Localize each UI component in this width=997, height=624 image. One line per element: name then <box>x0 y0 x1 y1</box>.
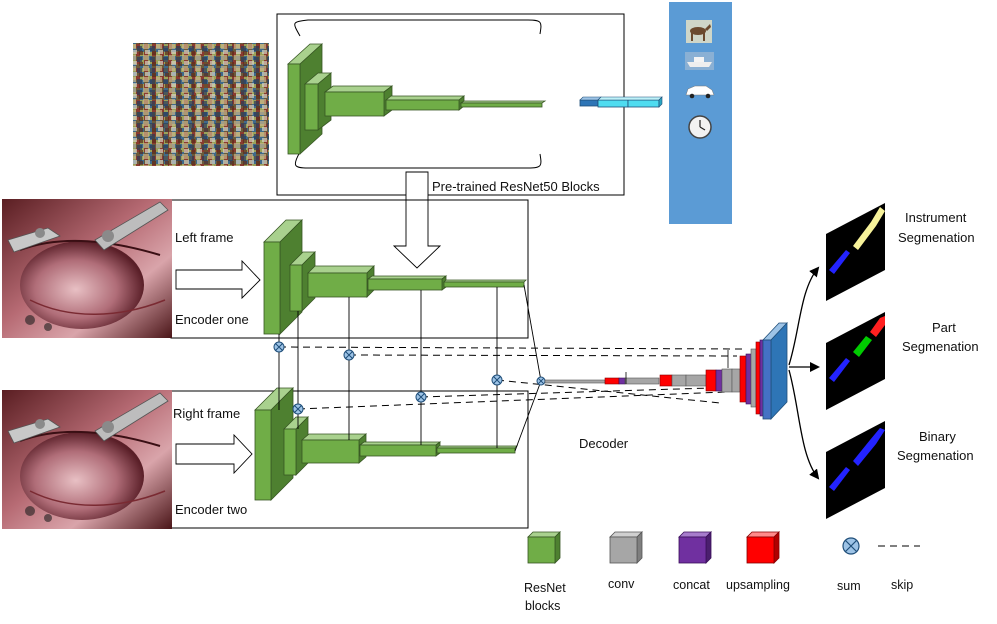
sum-node <box>343 349 355 361</box>
instrument-segmentation-mask <box>826 203 885 301</box>
sum-node <box>415 391 427 403</box>
image-mosaic-icon <box>133 43 269 166</box>
sum-node <box>292 403 304 415</box>
right-frame-label: Right frame <box>173 406 240 421</box>
encoder-two-panel: Right frame Encoder two <box>2 387 529 529</box>
binary-label-line2: Segmenation <box>897 448 974 463</box>
part-label-line2: Segmenation <box>902 339 979 354</box>
legend-concat: concat <box>673 531 712 592</box>
encoder-connections <box>278 284 542 452</box>
decoder-label: Decoder <box>579 436 629 451</box>
pretrained-panel: Pre-trained ResNet50 Blocks <box>276 13 663 196</box>
part-segmentation-mask <box>826 312 885 410</box>
legend-resnet-label-line1: ResNet <box>524 581 566 595</box>
legend-upsampling: upsampling <box>726 531 790 592</box>
sum-nodes <box>273 341 546 415</box>
right-input-arrow <box>175 433 253 475</box>
legend-sum: sum <box>837 537 861 593</box>
legend-upsampling-label: upsampling <box>726 578 790 592</box>
legend-resnet-label-line2: blocks <box>525 599 560 613</box>
clock-icon <box>688 115 712 139</box>
legend-resnet: ResNet blocks <box>524 531 566 613</box>
sum-node <box>491 374 503 386</box>
instrument-label-line1: Instrument <box>905 210 967 225</box>
encoder-two-resnet-blocks <box>254 387 518 501</box>
legend-concat-label: concat <box>673 578 710 592</box>
legend: ResNet blocks conv concat upsampling sum <box>524 531 920 613</box>
encoder-one-panel: Left frame Encoder one <box>2 199 529 339</box>
pretrained-resnet-blocks <box>286 43 663 155</box>
part-label-line1: Part <box>932 320 956 335</box>
encoder-one-label: Encoder one <box>175 312 249 327</box>
left-frame-image <box>2 199 172 338</box>
classes-panel <box>669 2 732 224</box>
legend-conv: conv <box>608 531 643 591</box>
skip-connections <box>278 346 743 410</box>
output-arrows <box>788 266 820 480</box>
instrument-label-line2: Segmenation <box>898 230 975 245</box>
right-frame-image <box>2 390 172 529</box>
sum-node <box>273 341 285 353</box>
encoder-one-resnet-blocks <box>263 219 527 335</box>
sum-node <box>536 376 546 386</box>
left-frame-label: Left frame <box>175 230 234 245</box>
boat-icon <box>685 52 714 70</box>
car-icon <box>684 81 716 101</box>
legend-skip-label: skip <box>891 578 913 592</box>
pretrained-label: Pre-trained ResNet50 Blocks <box>432 179 600 194</box>
horse-icon <box>686 20 712 43</box>
legend-sum-label: sum <box>837 579 861 593</box>
transfer-arrow <box>392 171 442 269</box>
binary-label-line1: Binary <box>919 429 956 444</box>
legend-conv-label: conv <box>608 577 635 591</box>
encoder-two-label: Encoder two <box>175 502 247 517</box>
legend-skip: skip <box>878 545 920 592</box>
binary-segmentation-mask <box>826 421 885 519</box>
decoder-blocks <box>544 321 788 421</box>
left-input-arrow <box>175 259 261 300</box>
